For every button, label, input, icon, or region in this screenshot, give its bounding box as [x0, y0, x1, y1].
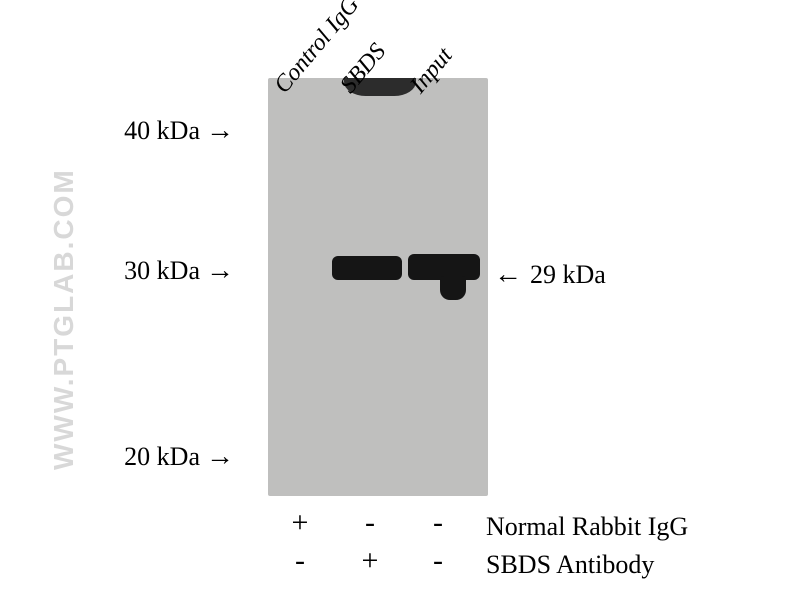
legend-r2-c2: + — [360, 544, 380, 578]
arrow-30kda: → — [206, 254, 234, 286]
legend-r1-c3: - — [428, 506, 448, 540]
legend-r1-c2: - — [360, 506, 380, 540]
legend-r1-c1: + — [290, 506, 310, 540]
watermark: WWW.PTGLAB.COM — [48, 168, 80, 470]
marker-40kda: 40 kDa — [110, 116, 200, 146]
blot-membrane — [268, 78, 488, 496]
marker-29kda-text: 29 kDa — [530, 260, 606, 289]
marker-29kda: 29 kDa — [530, 260, 606, 290]
legend-r2-c1: - — [290, 544, 310, 578]
figure-container: WWW.PTGLAB.COM 40 kDa → 30 kDa → 20 kDa … — [0, 0, 800, 600]
marker-30kda: 30 kDa — [110, 256, 200, 286]
marker-20kda: 20 kDa — [110, 442, 200, 472]
arrow-29kda: ← — [494, 258, 522, 290]
legend-r2-text: SBDS Antibody — [486, 550, 654, 580]
arrow-20kda: → — [206, 440, 234, 472]
band-sbds-lane — [332, 256, 402, 280]
marker-40kda-text: 40 kDa — [124, 116, 200, 145]
marker-20kda-text: 20 kDa — [124, 442, 200, 471]
marker-30kda-text: 30 kDa — [124, 256, 200, 285]
band-input-tail — [440, 276, 466, 300]
watermark-text: WWW.PTGLAB.COM — [48, 168, 79, 470]
arrow-40kda: → — [206, 114, 234, 146]
legend-r2-c3: - — [428, 544, 448, 578]
legend-r1-text: Normal Rabbit IgG — [486, 512, 688, 542]
